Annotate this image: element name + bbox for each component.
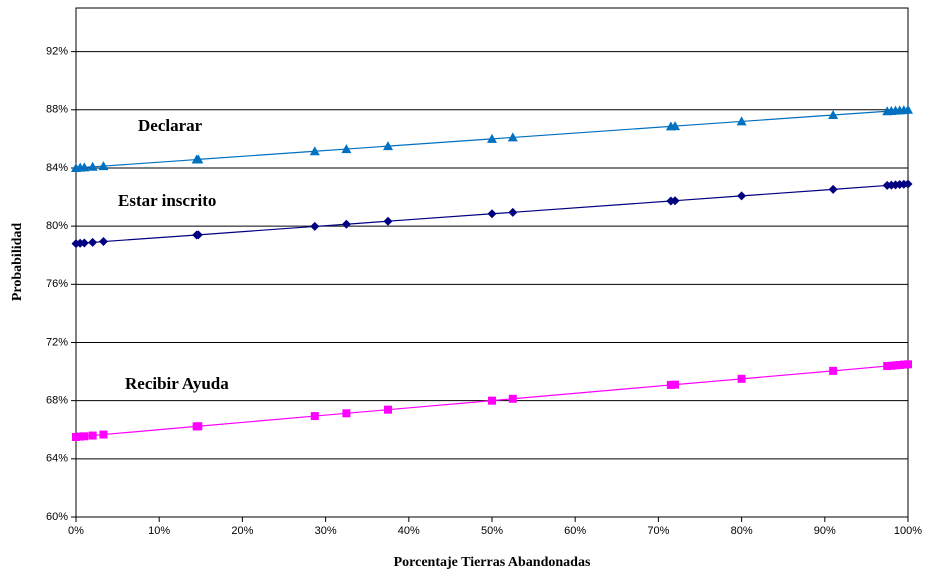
- annotation: Recibir Ayuda: [125, 374, 229, 393]
- marker: [72, 433, 80, 442]
- marker: [99, 430, 108, 439]
- marker: [98, 237, 108, 247]
- x-axis-title: Porcentaje Tierras Abandonadas: [394, 555, 591, 570]
- marker: [903, 179, 913, 189]
- marker: [828, 184, 838, 194]
- marker: [342, 409, 351, 418]
- x-tick-label: 30%: [315, 525, 337, 537]
- x-tick-label: 50%: [481, 525, 503, 537]
- y-axis-title: Probabilidad: [10, 223, 25, 302]
- marker: [88, 237, 98, 247]
- marker: [193, 154, 204, 164]
- marker: [383, 216, 393, 226]
- marker: [384, 405, 392, 414]
- marker: [487, 133, 497, 143]
- marker: [87, 161, 98, 171]
- y-tick-label: 60%: [46, 511, 68, 523]
- marker: [904, 360, 912, 369]
- x-tick-label: 0%: [68, 525, 84, 537]
- x-tick-label: 20%: [231, 525, 253, 537]
- marker: [341, 144, 352, 154]
- marker: [76, 432, 85, 441]
- y-tick-label: 72%: [46, 336, 68, 348]
- marker: [891, 361, 900, 370]
- marker: [79, 238, 89, 248]
- marker: [310, 221, 320, 231]
- marker: [98, 161, 109, 171]
- y-tick-label: 76%: [46, 278, 68, 290]
- x-tick-label: 60%: [564, 525, 586, 537]
- marker: [383, 141, 393, 151]
- y-tick-label: 88%: [46, 104, 68, 116]
- marker: [80, 432, 89, 441]
- marker: [88, 431, 97, 440]
- annotation: Declarar: [138, 116, 203, 135]
- annotation: Estar inscrito: [118, 191, 216, 210]
- marker: [310, 412, 319, 421]
- marker: [903, 104, 913, 114]
- marker: [883, 362, 892, 371]
- x-tick-label: 70%: [647, 525, 669, 537]
- marker: [193, 230, 203, 240]
- x-tick-label: 90%: [814, 525, 836, 537]
- y-tick-label: 92%: [46, 46, 68, 58]
- plot-frame: [75, 7, 909, 518]
- marker: [736, 116, 747, 126]
- marker: [828, 110, 839, 120]
- marker: [194, 422, 203, 431]
- marker: [670, 196, 680, 206]
- y-tick-label: 80%: [46, 220, 68, 232]
- marker: [899, 360, 908, 369]
- marker: [508, 207, 518, 217]
- marker: [895, 361, 904, 370]
- marker: [737, 374, 746, 383]
- x-tick-label: 100%: [894, 525, 922, 537]
- marker: [508, 394, 517, 403]
- x-tick-label: 80%: [731, 525, 753, 537]
- marker: [488, 396, 496, 405]
- marker: [670, 121, 681, 131]
- marker: [507, 132, 518, 142]
- y-tick-label: 64%: [46, 453, 68, 465]
- marker: [671, 380, 680, 389]
- marker: [829, 366, 838, 375]
- marker: [666, 380, 675, 389]
- marker: [487, 209, 497, 219]
- y-tick-label: 84%: [46, 162, 68, 174]
- marker: [79, 162, 90, 172]
- marker: [341, 219, 351, 229]
- marker: [887, 361, 896, 370]
- marker: [737, 191, 747, 201]
- y-tick-label: 68%: [46, 395, 68, 407]
- marker: [309, 146, 320, 156]
- x-tick-label: 10%: [148, 525, 170, 537]
- x-tick-label: 40%: [398, 525, 420, 537]
